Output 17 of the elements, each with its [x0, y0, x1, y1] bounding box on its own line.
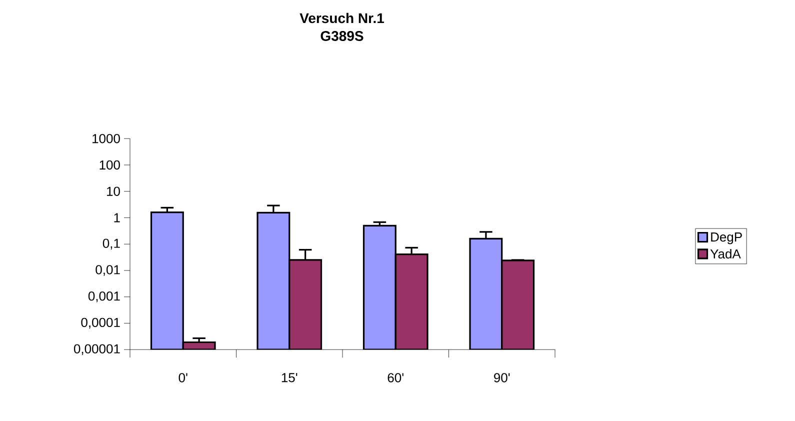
x-tick-label: 15' — [282, 373, 298, 382]
legend-label: DegP — [711, 232, 742, 244]
y-tick-label: 0,01 — [96, 265, 120, 276]
y-tick-label: 0,1 — [102, 238, 120, 250]
y-tick-label: 0,00001 — [74, 344, 120, 355]
chart-title: Versuch Nr.1 — [300, 12, 384, 24]
y-tick-label: 10 — [106, 186, 120, 196]
y-tick-label: 100 — [100, 160, 120, 170]
y-tick-label: 1 — [114, 213, 120, 222]
chart-subtitle: G389S — [320, 31, 364, 41]
y-tick-label: 1000 — [92, 134, 120, 144]
x-tick-label: 90' — [494, 373, 510, 382]
y-tick-label: 0,001 — [88, 291, 120, 302]
y-tick-label: 0,0001 — [81, 318, 120, 329]
x-tick-label: 60' — [388, 373, 404, 382]
legend-label: YadA — [710, 248, 741, 259]
x-tick-label: 0' — [178, 373, 188, 382]
